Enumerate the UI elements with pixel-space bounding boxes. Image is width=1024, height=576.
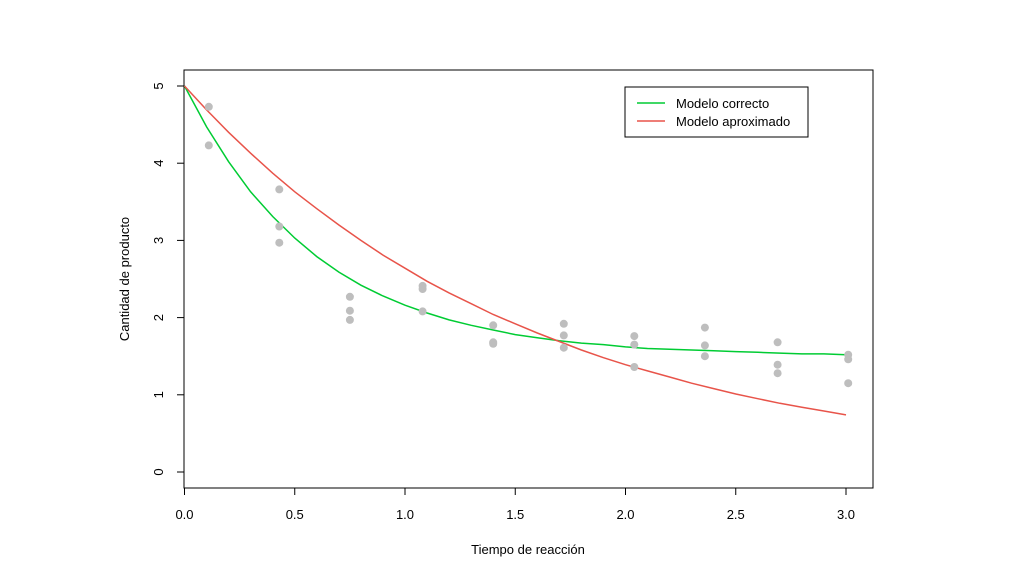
data-point bbox=[559, 331, 568, 340]
series-lines bbox=[183, 85, 847, 416]
data-point bbox=[345, 292, 354, 301]
data-point bbox=[489, 339, 498, 348]
y-tick-label: 0 bbox=[151, 468, 166, 475]
data-point bbox=[630, 363, 639, 371]
y-tick-label: 3 bbox=[151, 237, 166, 244]
series-line-modelo-correcto bbox=[183, 85, 847, 356]
data-points bbox=[204, 102, 853, 388]
x-tick-label: 0.0 bbox=[175, 507, 193, 522]
data-point bbox=[700, 323, 709, 332]
data-point bbox=[773, 369, 782, 378]
legend-entry-modelo-correcto: Modelo correcto bbox=[676, 96, 769, 111]
data-point bbox=[489, 321, 498, 330]
data-point bbox=[559, 319, 568, 328]
data-point bbox=[275, 222, 284, 231]
legend-entry-modelo-aproximado: Modelo aproximado bbox=[676, 114, 790, 129]
x-tick-label: 1.0 bbox=[396, 507, 414, 522]
y-tick-label: 1 bbox=[151, 391, 166, 398]
x-tick-label: 2.0 bbox=[616, 507, 634, 522]
x-axis-label: Tiempo de reacción bbox=[471, 542, 585, 557]
data-point bbox=[418, 285, 427, 293]
data-point bbox=[844, 355, 853, 364]
y-axis: 0 1 2 3 4 5 bbox=[151, 82, 185, 476]
data-point bbox=[275, 185, 284, 194]
data-point bbox=[700, 341, 709, 350]
data-point bbox=[418, 307, 427, 316]
y-tick-label: 2 bbox=[151, 314, 166, 321]
y-tick-label: 5 bbox=[151, 82, 166, 89]
data-point bbox=[559, 343, 568, 352]
data-point bbox=[204, 102, 213, 111]
data-point bbox=[204, 141, 213, 150]
x-tick-label: 2.5 bbox=[727, 507, 745, 522]
x-tick-label: 3.0 bbox=[837, 507, 855, 522]
data-point bbox=[773, 360, 782, 369]
legend: Modelo correcto Modelo aproximado bbox=[624, 86, 809, 138]
data-point bbox=[345, 306, 354, 315]
series-line-modelo-aproximado bbox=[183, 85, 847, 416]
data-point bbox=[275, 238, 284, 247]
x-tick-label: 0.5 bbox=[286, 507, 304, 522]
data-point bbox=[630, 332, 639, 341]
y-axis-label: Cantidad de producto bbox=[117, 217, 132, 341]
x-axis: 0.0 0.5 1.0 1.5 2.0 2.5 3.0 bbox=[175, 487, 855, 522]
data-point bbox=[700, 352, 709, 361]
data-point bbox=[630, 340, 639, 349]
data-point bbox=[844, 379, 853, 388]
legend-box bbox=[624, 86, 809, 138]
y-tick-label: 4 bbox=[151, 160, 166, 167]
data-point bbox=[773, 338, 782, 347]
data-point bbox=[345, 315, 354, 324]
x-tick-label: 1.5 bbox=[506, 507, 524, 522]
